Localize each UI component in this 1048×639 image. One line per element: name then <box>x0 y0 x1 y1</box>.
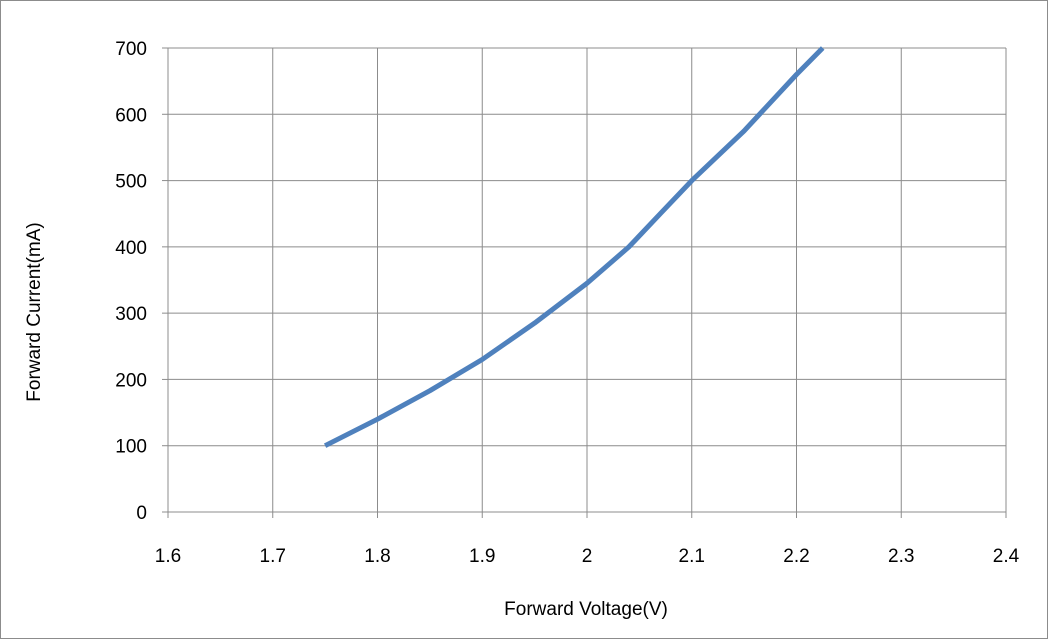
y-tick-label: 200 <box>115 370 147 391</box>
x-tick-label: 2.2 <box>783 546 809 567</box>
y-axis-title: Forward Current(mA) <box>24 222 45 401</box>
grid-lines <box>168 47 1007 512</box>
x-tick-label: 1.8 <box>364 546 390 567</box>
x-axis-title: Forward Voltage(V) <box>504 599 668 620</box>
x-tick-label: 1.9 <box>469 546 495 567</box>
x-tick-label: 2.3 <box>888 546 914 567</box>
x-tick-label: 2.4 <box>993 546 1020 567</box>
axes <box>162 47 1007 518</box>
y-tick-label: 600 <box>115 105 147 126</box>
y-tick-label: 700 <box>115 39 147 60</box>
series-group <box>323 46 825 448</box>
y-tick-labels: 0 100 200 300 400 500 600 700 <box>115 39 147 524</box>
x-tick-labels: 1.6 1.7 1.8 1.9 2 2.1 2.2 2.3 2.4 <box>155 546 1020 567</box>
x-tick-label: 1.7 <box>260 546 286 567</box>
x-tick-label: 1.6 <box>155 546 181 567</box>
x-tick-label: 2 <box>582 546 593 567</box>
y-tick-label: 400 <box>115 238 147 259</box>
y-tick-label: 300 <box>115 304 147 325</box>
x-tick-label: 2.1 <box>679 546 705 567</box>
series-line <box>323 46 825 448</box>
y-tick-label: 0 <box>136 503 147 524</box>
y-tick-label: 500 <box>115 172 147 193</box>
y-tick-label: 100 <box>115 437 147 458</box>
